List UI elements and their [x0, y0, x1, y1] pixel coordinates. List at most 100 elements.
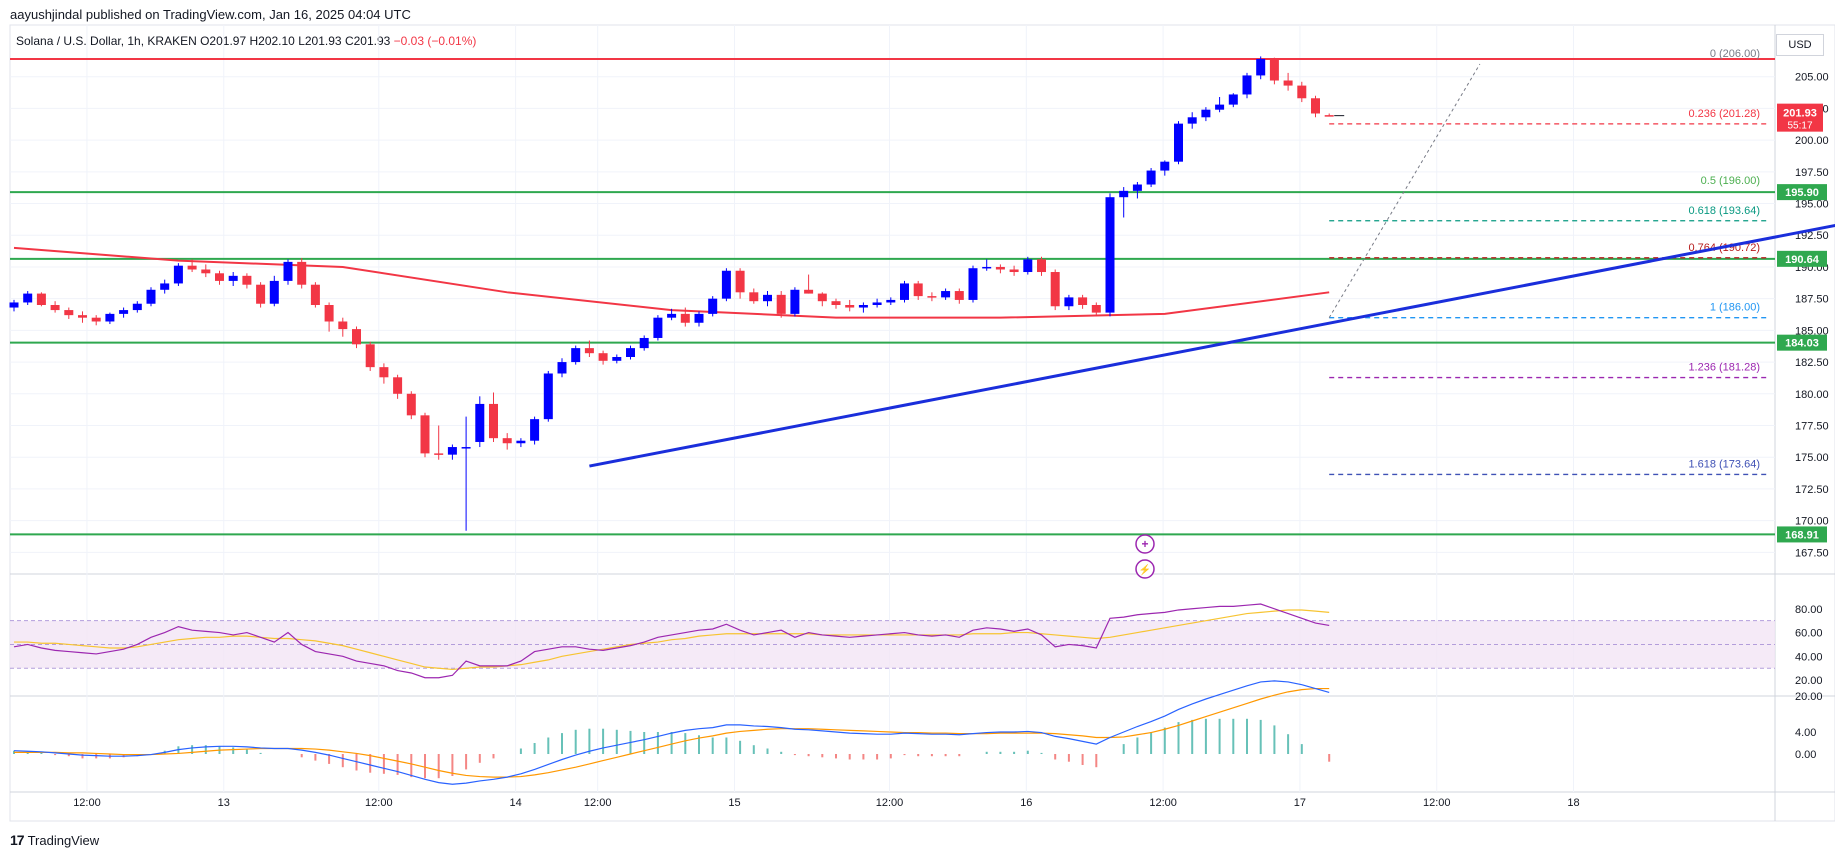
macd-histogram-bar: [547, 737, 550, 754]
macd-histogram-bar: [259, 752, 262, 754]
candle-body: [817, 293, 827, 302]
macd-histogram-bar: [1300, 744, 1303, 754]
macd-histogram-bar: [300, 754, 303, 758]
level-price-tag: [1777, 184, 1827, 201]
publisher-line: aayushjindal published on TradingView.co…: [10, 7, 411, 22]
candle-body: [1297, 85, 1307, 99]
price-tick-label: 185.00: [1795, 325, 1829, 337]
macd-histogram-bar: [437, 754, 440, 779]
macd-histogram-bar: [821, 754, 824, 758]
macd-histogram-bar: [1246, 718, 1248, 754]
level-price-label: 168.91: [1785, 529, 1819, 541]
lightning-circle-icon[interactable]: [1135, 559, 1155, 579]
candle-body: [1091, 305, 1101, 313]
candle-body: [584, 348, 594, 354]
high-value: H202.10: [249, 34, 295, 48]
macd-histogram-bar: [807, 754, 810, 757]
macd-histogram-bar: [1013, 751, 1016, 754]
candle-body: [160, 283, 170, 290]
macd-histogram-bar: [917, 754, 920, 757]
macd-histogram-bar: [232, 747, 235, 754]
candle-body: [379, 367, 389, 378]
change-value: −0.03 (−0.01%): [393, 34, 477, 48]
candle-body: [982, 266, 992, 269]
currency-button[interactable]: USD: [1776, 34, 1824, 56]
current-price-tag: [1777, 103, 1823, 132]
candle-body: [968, 268, 978, 300]
candle-body: [1064, 297, 1074, 307]
macd-histogram-bar: [478, 754, 481, 763]
candle-body: [598, 353, 608, 361]
trendline[interactable]: [589, 191, 1835, 468]
candle-body: [91, 317, 101, 322]
candle-body: [502, 438, 512, 444]
macd-histogram-bar: [396, 754, 399, 775]
candle-body: [1311, 98, 1320, 114]
candle-body: [434, 453, 444, 455]
tradingview-brand[interactable]: 17 TradingView: [10, 832, 99, 848]
candle-body: [64, 310, 74, 316]
level-price-label: 195.90: [1785, 187, 1819, 199]
candle-body: [1132, 184, 1142, 191]
macd-histogram-bar: [944, 754, 947, 757]
plus-glyph: +: [1141, 537, 1148, 551]
candle-body: [886, 299, 896, 303]
candle-body: [1160, 161, 1170, 171]
candle-body: [954, 291, 964, 300]
candle-body: [1242, 75, 1252, 95]
macd-histogram-bar: [1081, 754, 1084, 765]
candle-body: [78, 315, 87, 318]
macd-histogram-bar: [903, 754, 906, 756]
macd-histogram-bar: [1040, 752, 1043, 754]
candle-body: [680, 313, 690, 323]
macd-histogram-bar: [643, 732, 646, 754]
macd-histogram-bar: [369, 754, 372, 773]
macd-histogram-bar: [889, 754, 892, 759]
candle-body: [201, 269, 211, 274]
candle-body: [557, 362, 567, 374]
candle-body: [1009, 269, 1019, 273]
candle-body: [228, 275, 238, 281]
macd-histogram-bar: [424, 754, 426, 779]
candle-body: [1037, 259, 1046, 273]
price-tick-label: 180.00: [1795, 389, 1829, 401]
macd-histogram-bar: [862, 754, 865, 760]
macd-histogram-bar: [245, 749, 248, 754]
rsi-line: [13, 603, 1330, 679]
candle-body: [324, 305, 334, 322]
symbol-legend: Solana / U.S. Dollar, 1h, KRAKEN O201.97…: [16, 34, 476, 48]
candle-body: [858, 305, 868, 308]
candle-body: [941, 291, 951, 298]
macd-histogram-bar: [54, 754, 57, 756]
time-tick-label: 12:00: [876, 797, 904, 809]
level-price-label: 190.64: [1785, 254, 1820, 266]
price-tick-label: 195.00: [1795, 199, 1829, 211]
macd-histogram-bar: [958, 754, 961, 757]
macd-histogram-bar: [519, 748, 522, 754]
fib-diagonal-line: [1328, 63, 1481, 318]
macd-upper-tick-label: 20.00: [1795, 691, 1823, 703]
time-tick-label: 12:00: [1149, 797, 1177, 809]
macd-histogram-bar: [451, 754, 454, 776]
candle-body: [461, 447, 471, 449]
macd-histogram-bar: [1026, 750, 1029, 754]
macd-histogram-bar: [780, 751, 783, 754]
time-tick-label: 13: [218, 797, 230, 809]
candle-body: [735, 270, 745, 293]
price-tick-label: 182.50: [1795, 357, 1829, 369]
candle-body: [119, 310, 129, 314]
candle-body: [900, 283, 909, 300]
price-tick-label: 177.50: [1795, 420, 1829, 432]
plus-circle-icon[interactable]: [1135, 534, 1155, 554]
macd-histogram-bar: [1218, 718, 1221, 754]
macd-histogram-bar: [81, 754, 84, 759]
chart-frame: [9, 24, 1835, 822]
candle-body: [653, 317, 663, 338]
candle-body: [338, 321, 348, 330]
candle-body: [1146, 170, 1156, 185]
candle-body: [804, 289, 814, 294]
candle-body: [776, 294, 786, 314]
open-value: O201.97: [200, 34, 247, 48]
macd-histogram-bar: [876, 754, 879, 760]
